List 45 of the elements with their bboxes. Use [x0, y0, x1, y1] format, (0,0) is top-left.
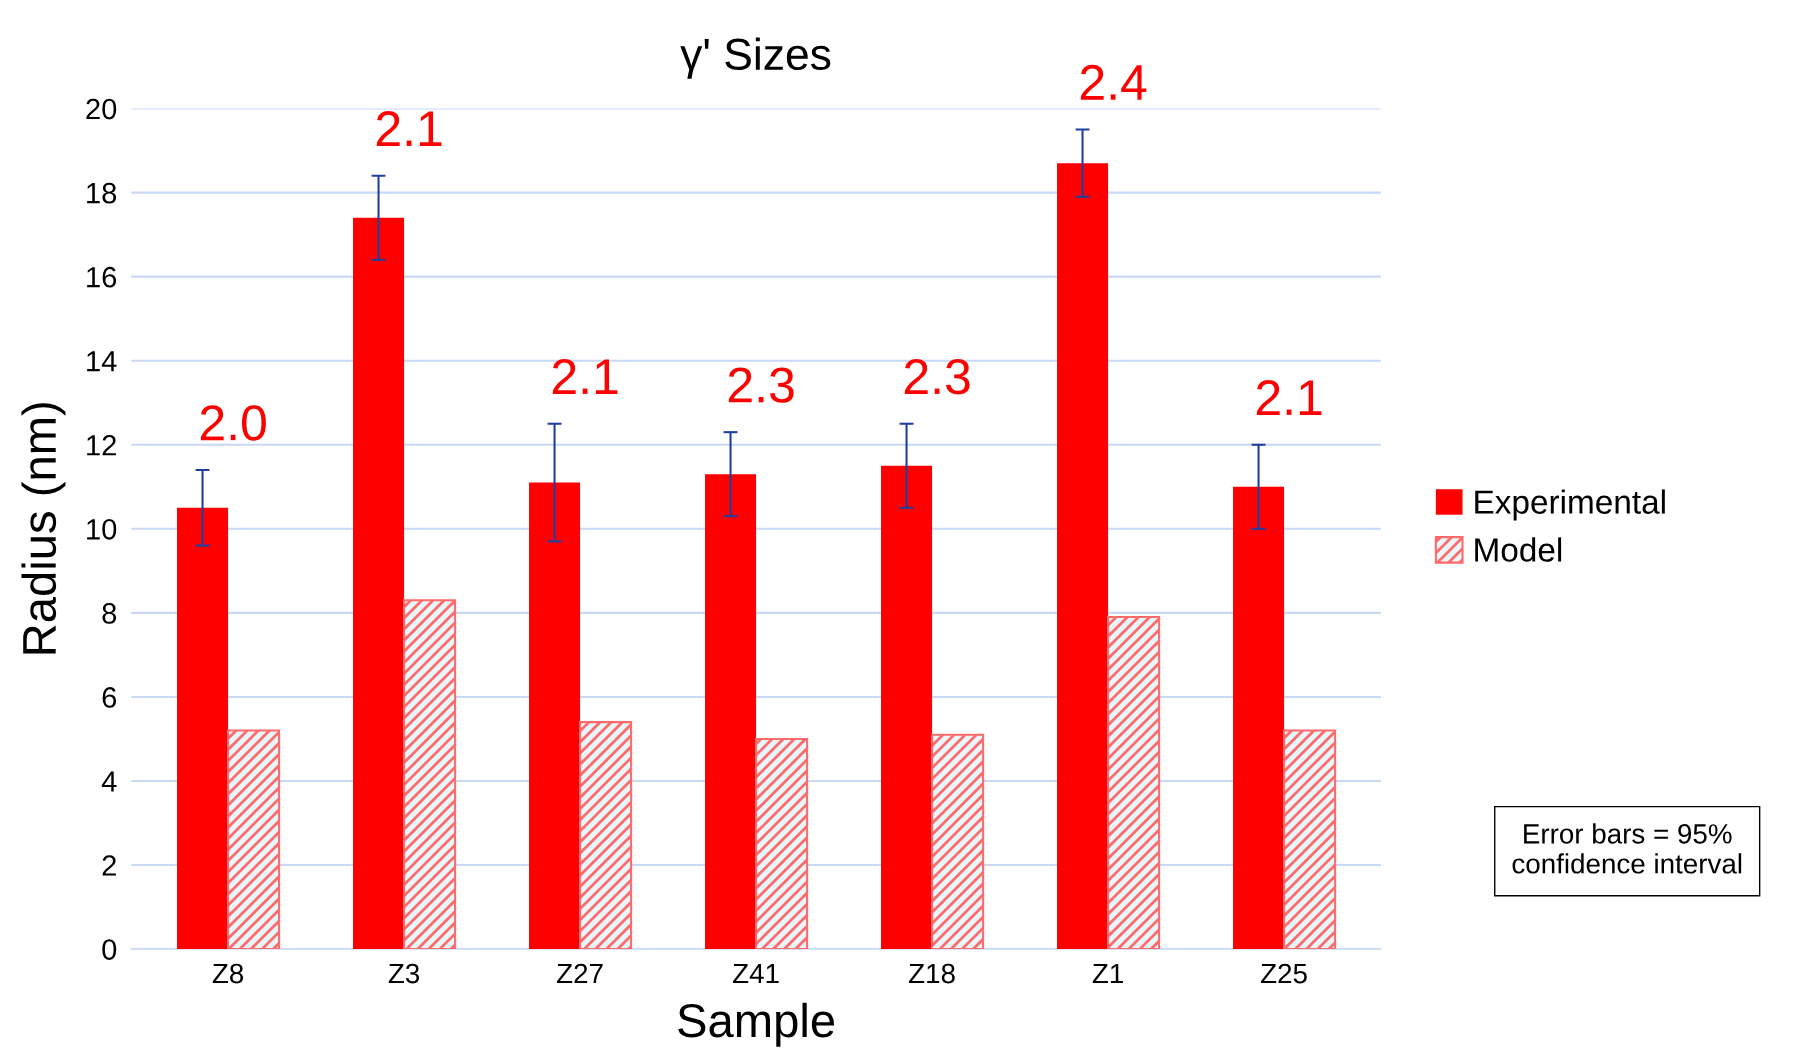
annotation: 2.1	[376, 111, 442, 146]
bar	[529, 482, 581, 950]
y-tick-label: 0	[102, 939, 117, 960]
bar	[353, 217, 405, 950]
x-tick-label: Z8	[212, 963, 244, 984]
bar	[227, 729, 281, 950]
y-tick-label: 10	[87, 519, 117, 540]
annotation: 2.3	[728, 367, 794, 403]
x-tick-label: Z3	[388, 963, 420, 984]
chart-title: γ' Sizes	[680, 37, 831, 79]
bar	[1057, 163, 1109, 950]
y-tick-label: 4	[101, 771, 117, 792]
text: Error bars = 95% confidence interval	[1512, 823, 1742, 874]
annotation: 2.0	[200, 405, 266, 441]
x-axis-title: Sample	[678, 1002, 835, 1047]
bar	[1107, 616, 1161, 950]
x-tick-label: Z27	[557, 963, 603, 984]
y-tick-label: 12	[87, 434, 116, 456]
y-tick-label: 14	[87, 351, 117, 372]
bar	[705, 474, 757, 950]
legend-label: Model	[1475, 537, 1562, 562]
y-tick-label: 8	[102, 603, 117, 624]
y-tick-label: 20	[86, 98, 117, 120]
bar	[1283, 729, 1337, 950]
bar	[403, 599, 457, 950]
text: 2.4	[1080, 64, 1147, 100]
y-tick-label: 6	[102, 687, 117, 708]
x-tick-label: Z1	[1092, 964, 1123, 984]
bar	[1233, 486, 1285, 950]
bar	[177, 507, 229, 950]
x-tick-label: Z25	[1261, 963, 1307, 984]
bar	[755, 737, 809, 950]
bar	[931, 733, 985, 950]
annotation: 2.1	[1256, 380, 1322, 415]
x-tick-label: Z41	[733, 964, 779, 984]
bar	[881, 465, 933, 950]
legend-label: Experimental	[1475, 489, 1665, 521]
y-tick-label: 16	[87, 266, 117, 288]
annotation: 2.3	[904, 359, 970, 395]
y-tick-label: 18	[87, 182, 117, 204]
x-tick-label: Z18	[909, 963, 955, 984]
y-axis-title: Radius (nm)	[21, 403, 66, 654]
bar	[579, 721, 633, 950]
y-tick-label: 2	[102, 855, 116, 876]
annotation: 2.1	[552, 359, 618, 394]
